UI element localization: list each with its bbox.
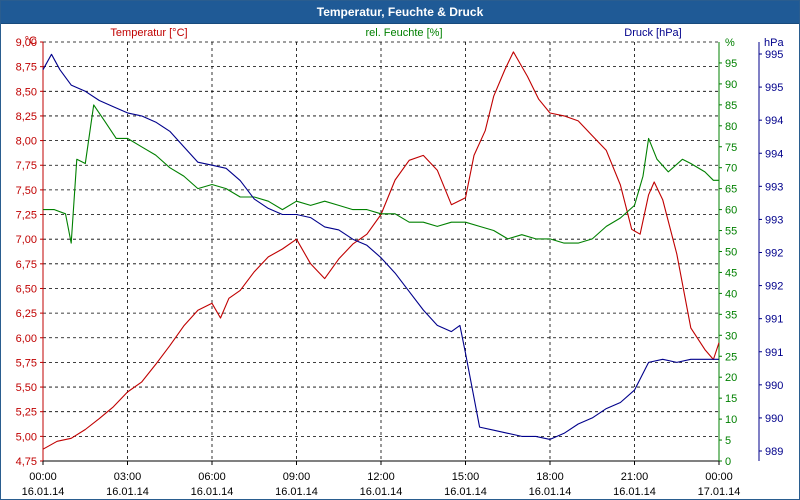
x-tick-time-label: 09:00 — [283, 471, 311, 483]
x-tick-date-label: 16.01.14 — [106, 486, 149, 498]
temperature-tick-label: 7,50 — [16, 185, 37, 197]
temperature-tick-label: 7,25 — [16, 210, 37, 222]
humidity-tick-label: 20 — [725, 372, 737, 384]
temperature-tick-label: 6,25 — [16, 308, 37, 320]
x-tick-time-label: 15:00 — [452, 471, 480, 483]
pressure-tick-label: 994 — [765, 148, 783, 160]
temperature-tick-label: 7,75 — [16, 160, 37, 172]
humidity-tick-label: 55 — [725, 226, 737, 238]
humidity-tick-label: 35 — [725, 309, 737, 321]
humidity-tick-label: 25 — [725, 351, 737, 363]
pressure-tick-label: 993 — [765, 214, 783, 226]
humidity-tick-label: 30 — [725, 330, 737, 342]
humidity-tick-label: 50 — [725, 247, 737, 259]
pressure-tick-label: 991 — [765, 314, 783, 326]
temperature-tick-label: 5,25 — [16, 407, 37, 419]
x-tick-date-label: 16.01.14 — [275, 486, 318, 498]
temperature-tick-label: 5,50 — [16, 382, 37, 394]
temperature-unit-label: °C — [25, 35, 37, 47]
x-tick-time-label: 21:00 — [621, 471, 649, 483]
pressure-tick-label: 989 — [765, 446, 783, 458]
humidity-tick-label: 80 — [725, 121, 737, 133]
x-tick-time-label: 00:00 — [29, 471, 57, 483]
x-tick-time-label: 12:00 — [367, 471, 395, 483]
pressure-tick-label: 992 — [765, 281, 783, 293]
humidity-tick-label: 60 — [725, 205, 737, 217]
pressure-tick-label: 990 — [765, 380, 783, 392]
temperature-tick-label: 6,75 — [16, 259, 37, 271]
x-tick-time-label: 00:00 — [705, 471, 733, 483]
temperature-tick-label: 8,50 — [16, 86, 37, 98]
pressure-tick-label: 992 — [765, 248, 783, 260]
x-tick-date-label: 16.01.14 — [529, 486, 572, 498]
humidity-axis-title: rel. Feuchte [%] — [365, 27, 442, 39]
humidity-tick-label: 65 — [725, 184, 737, 196]
humidity-tick-label: 70 — [725, 163, 737, 175]
humidity-tick-label: 85 — [725, 100, 737, 112]
humidity-tick-label: 40 — [725, 288, 737, 300]
chart-canvas: 9,00 8,75 8,50 8,25 8,00 7,75 7,50 7,25 7,00 6,75… — [16, 27, 785, 498]
humidity-tick-label: 5 — [725, 435, 731, 447]
temperature-tick-label: 9,00 — [16, 37, 37, 49]
temperature-tick-label: 5,00 — [16, 431, 37, 443]
series-line-temperature — [42, 51, 720, 450]
pressure-tick-label: 995 — [765, 49, 783, 61]
x-tick-time-label: 03:00 — [114, 471, 142, 483]
temperature-tick-label: 8,25 — [16, 111, 37, 123]
series-line-humidity — [43, 104, 719, 244]
title-bar: Temperatur, Feuchte & Druck — [1, 1, 799, 24]
pressure-axis-title: Druck [hPa] — [624, 27, 681, 39]
x-tick-date-label: 16.01.14 — [613, 486, 656, 498]
temperature-tick-label: 6,50 — [16, 283, 37, 295]
chart-title: Temperatur, Feuchte & Druck — [316, 5, 484, 19]
pressure-tick-label: 995 — [765, 82, 783, 94]
temperature-tick-label: 7,00 — [16, 234, 37, 246]
pressure-tick-label: 991 — [765, 347, 783, 359]
temperature-tick-label: 6,00 — [16, 333, 37, 345]
x-tick-date-label: 16.01.14 — [22, 486, 65, 498]
x-tick-date-label: 16.01.14 — [444, 486, 487, 498]
temperature-tick-label: 8,75 — [16, 62, 37, 74]
temperature-tick-label: 5,75 — [16, 357, 37, 369]
pressure-tick-label: 993 — [765, 181, 783, 193]
temperature-axis-title: Temperatur [°C] — [110, 27, 187, 39]
humidity-tick-label: 15 — [725, 393, 737, 405]
temperature-tick-label: 4,75 — [16, 456, 37, 468]
humidity-tick-label: 0 — [725, 456, 731, 468]
pressure-tick-label: 990 — [765, 413, 783, 425]
pressure-unit-label: hPa — [764, 37, 784, 49]
humidity-unit-label: % — [725, 37, 735, 49]
x-tick-date-label: 17.01.14 — [698, 486, 741, 498]
series-line-pressure — [42, 53, 719, 440]
x-tick-date-label: 16.01.14 — [360, 486, 403, 498]
x-tick-time-label: 18:00 — [536, 471, 564, 483]
humidity-tick-label: 95 — [725, 58, 737, 70]
humidity-tick-label: 45 — [725, 267, 737, 279]
temperature-tick-label: 8,00 — [16, 136, 37, 148]
x-tick-date-label: 16.01.14 — [191, 486, 234, 498]
pressure-tick-label: 994 — [765, 115, 783, 127]
humidity-tick-label: 75 — [725, 142, 737, 154]
x-tick-time-label: 06:00 — [198, 471, 226, 483]
humidity-tick-label: 90 — [725, 79, 737, 91]
humidity-tick-label: 10 — [725, 414, 737, 426]
